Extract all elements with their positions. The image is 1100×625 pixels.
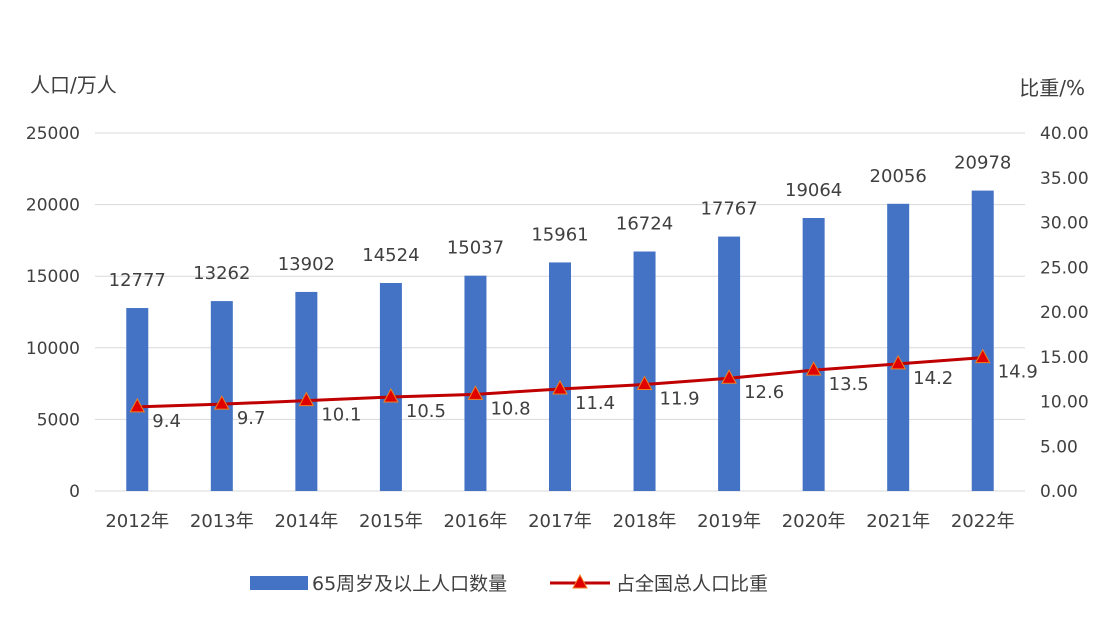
line-data-label: 9.4: [152, 411, 181, 432]
line-marker: [383, 387, 399, 403]
y2-tick-label: 40.00: [1040, 124, 1089, 144]
bar-data-label: 16724: [616, 214, 673, 235]
y2-tick-label: 0.00: [1040, 482, 1078, 502]
bar: [802, 218, 825, 491]
x-tick-label: 2019年: [697, 511, 761, 532]
legend-marker-triangle: [572, 573, 588, 589]
y-tick-label: 15000: [26, 267, 80, 287]
line-marker: [467, 385, 484, 400]
y2-tick-label: 10.00: [1040, 393, 1089, 413]
x-tick-label: 2015年: [359, 511, 423, 532]
bar-data-label: 13262: [193, 263, 250, 284]
bar-data-label: 12777: [109, 270, 166, 291]
y2-tick-label: 25.00: [1040, 258, 1089, 278]
y2-tick-label: 35.00: [1040, 169, 1089, 189]
line-marker: [805, 361, 822, 376]
line-series: 9.4 9.7 10.1 10.5 10.8 11.4 11.9 12.6 13.5 14.2 14…: [129, 348, 1038, 432]
line-data-label: 13.5: [829, 374, 869, 395]
y2-tick-label: 5.00: [1040, 437, 1078, 457]
x-tick-label: 2016年: [444, 511, 508, 532]
bar: [549, 262, 571, 491]
line-data-label: 10.5: [406, 401, 446, 422]
y2-tick-label: 15.00: [1040, 348, 1089, 368]
x-tick-label: 2022年: [951, 511, 1015, 532]
line-data-label: 14.2: [913, 368, 953, 389]
bar: [887, 203, 910, 491]
bar-data-label: 13902: [278, 254, 335, 275]
x-tick-label: 2018年: [613, 511, 677, 532]
bar-data-label: 20978: [954, 153, 1011, 174]
y-axis-title: 人口/万人: [30, 73, 117, 97]
line-marker: [298, 391, 315, 407]
line-data-label: 12.6: [744, 382, 784, 403]
y-axis-ticks: 0 5000 10000 15000 20000 25000: [26, 124, 80, 502]
legend-swatch-bar: [250, 576, 308, 590]
line-marker: [552, 379, 568, 395]
y-tick-label: 5000: [37, 410, 80, 430]
bar: [633, 251, 656, 491]
x-tick-label: 2017年: [528, 511, 592, 532]
x-tick-label: 2013年: [190, 511, 254, 532]
line-marker: [974, 348, 991, 364]
y2-axis-title: 比重/%: [1019, 76, 1085, 100]
line-data-label: 10.1: [321, 405, 361, 426]
legend-label-bar: 65周岁及以上人口数量: [312, 573, 507, 595]
x-tick-label: 2021年: [866, 511, 930, 532]
line-marker: [213, 395, 230, 410]
x-tick-label: 2020年: [782, 511, 846, 532]
x-axis-ticks: 2012年 2013年 2014年 2015年 2016年 2017年 2018年 2019年…: [105, 511, 1014, 532]
x-tick-label: 2012年: [105, 511, 169, 532]
line-data-label: 14.9: [998, 362, 1038, 383]
line-marker: [129, 397, 146, 413]
bar: [464, 275, 487, 491]
bar-data-label: 20056: [870, 166, 927, 187]
bar-data-label: 15037: [447, 238, 504, 259]
line-marker: [721, 369, 737, 384]
bar: [718, 236, 741, 491]
bar: [295, 291, 318, 491]
y-tick-label: 10000: [26, 339, 80, 359]
line-data-label: 11.9: [660, 388, 700, 409]
line-marker: [636, 375, 653, 390]
y2-tick-label: 20.00: [1040, 303, 1089, 323]
bar-data-label: 17767: [700, 199, 757, 220]
bar: [971, 190, 994, 492]
line-data-label: 9.7: [237, 408, 266, 429]
y-tick-label: 20000: [26, 196, 80, 216]
bar-data-label: 14524: [362, 245, 419, 266]
y2-tick-label: 30.00: [1040, 214, 1089, 234]
x-tick-label: 2014年: [274, 511, 338, 532]
y-tick-label: 25000: [26, 124, 80, 144]
bar-data-label: 15961: [531, 224, 588, 245]
legend-label-line: 占全国总人口比重: [616, 573, 768, 595]
legend: 65周岁及以上人口数量 占全国总人口比重: [250, 573, 768, 595]
bar: [379, 283, 402, 491]
line-data-label: 11.4: [575, 393, 615, 414]
line-data-label: 10.8: [490, 398, 530, 419]
bar-data-label: 19064: [785, 180, 842, 201]
bar-series: 12777 13262 13902 14524 15037 15961 16724 17767…: [109, 153, 1011, 492]
line-marker: [890, 354, 907, 370]
y-tick-label: 0: [69, 482, 80, 502]
y2-axis-ticks: 0.00 5.00 10.00 15.00 20.00 25.00 30.00 35.00 40…: [1040, 124, 1089, 502]
